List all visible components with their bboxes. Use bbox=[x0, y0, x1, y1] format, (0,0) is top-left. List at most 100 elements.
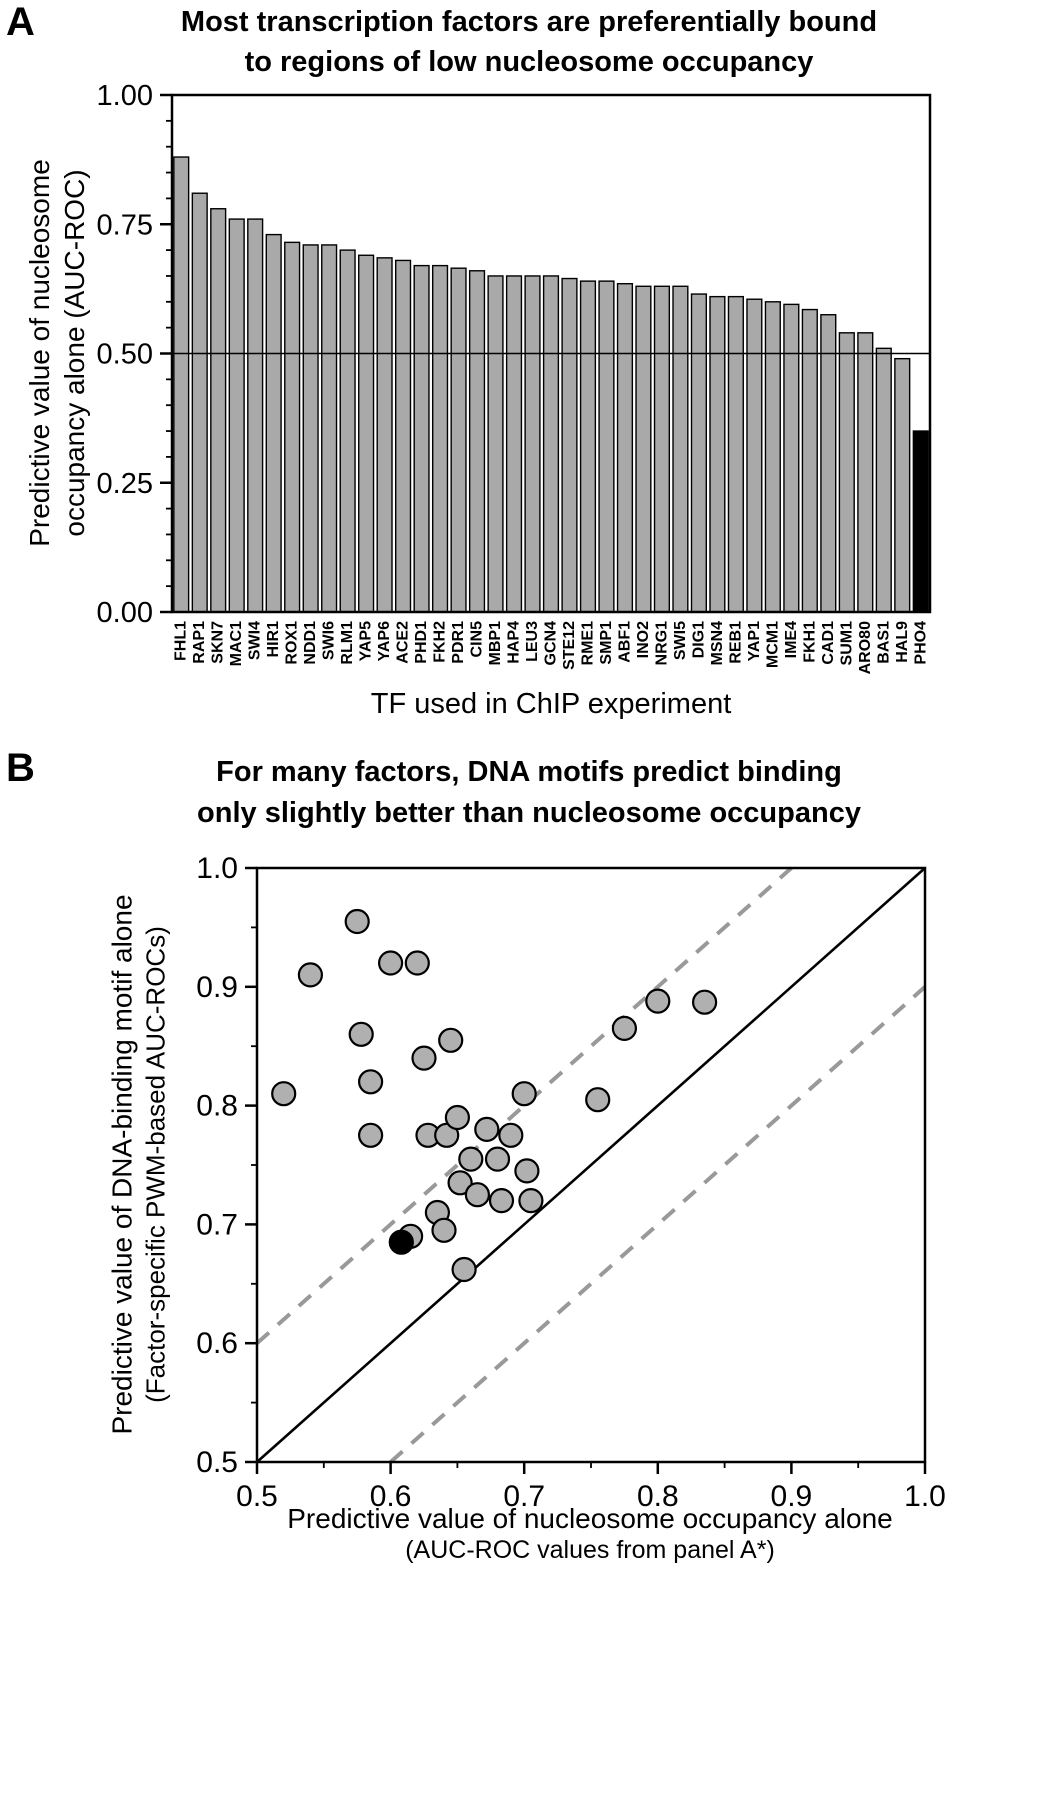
panel-a-title: Most transcription factors are preferent… bbox=[95, 2, 963, 82]
panel-b-label: B bbox=[6, 746, 35, 790]
bar-CAD1 bbox=[820, 314, 837, 613]
panel-b-title-line1: For many factors, DNA motifs predict bin… bbox=[216, 756, 842, 788]
scatter-point bbox=[271, 1081, 297, 1107]
bar-FKH2 bbox=[431, 264, 449, 613]
panel-b-x-tick-label: 0.6 bbox=[370, 1480, 412, 1513]
panel-a-label: A bbox=[6, 0, 35, 44]
panel-a-y-tick-label: 0.50 bbox=[97, 339, 153, 371]
bar-REB1 bbox=[727, 295, 744, 613]
bar-RLM1 bbox=[339, 249, 356, 613]
panel-b-x-tick-label: 1.0 bbox=[904, 1480, 946, 1513]
panel-a-x-tick-label-FKH2: FKH2 bbox=[432, 621, 449, 663]
panel-b-y-axis-label-line2: (Factor-specific PWM-based AUC-ROCs) bbox=[140, 926, 171, 1403]
panel-b-y-axis-label: Predictive value of DNA-binding motif al… bbox=[106, 845, 173, 1485]
panel-a-x-tick-label-SMP1: SMP1 bbox=[598, 621, 615, 665]
bar-SUM1 bbox=[838, 332, 855, 613]
panel-b-title: For many factors, DNA motifs predict bin… bbox=[95, 752, 963, 834]
bar-FHL1 bbox=[173, 156, 190, 613]
dashed-diagonal-offset-0.1 bbox=[255, 866, 793, 1345]
bar-IME4 bbox=[783, 303, 800, 613]
scatter-point bbox=[431, 1217, 457, 1243]
scatter-point bbox=[358, 1122, 384, 1148]
bar-ROX1 bbox=[284, 241, 301, 613]
panel-a-y-axis-label-line1: Predictive value of nucleosome bbox=[24, 159, 55, 547]
bar-YAP1 bbox=[746, 298, 763, 613]
panel-a-x-tick-label-ACE2: ACE2 bbox=[395, 621, 412, 664]
panel-a-x-tick-label-SKN7: SKN7 bbox=[210, 621, 227, 664]
scatter-point bbox=[611, 1015, 638, 1042]
panel-a-x-tick-label-SWI4: SWI4 bbox=[247, 621, 264, 660]
bar-RAP1 bbox=[191, 192, 208, 613]
bar-ABF1 bbox=[616, 283, 634, 613]
panel-b-x-tick-label: 0.9 bbox=[771, 1480, 813, 1513]
scatter-point bbox=[488, 1187, 515, 1214]
panel-b-x-axis-label-line1: Predictive value of nucleosome occupancy… bbox=[287, 1503, 893, 1534]
panel-b-x-tick-label: 0.8 bbox=[637, 1480, 679, 1513]
panel-a-title-line2: to regions of low nucleosome occupancy bbox=[244, 46, 814, 78]
panel-a-x-tick-label-SWI5: SWI5 bbox=[672, 621, 689, 660]
panel-a-title-line1: Most transcription factors are preferent… bbox=[180, 6, 878, 38]
panel-a-x-tick-label-CAD1: CAD1 bbox=[820, 621, 837, 665]
bar-STE12 bbox=[561, 277, 578, 613]
panel-a-x-tick-label-HIR1: HIR1 bbox=[265, 621, 282, 658]
bar-HIR1 bbox=[265, 233, 282, 613]
panel-a-x-tick-label-FHL1: FHL1 bbox=[173, 621, 190, 661]
panel-a-y-axis-label-line2: occupancy alone (AUC-ROC) bbox=[59, 169, 90, 537]
panel-a-y-tick-label: 0.25 bbox=[97, 468, 153, 500]
panel-a-x-tick-label-FKH1: FKH1 bbox=[801, 621, 818, 663]
panel-a-x-tick-label-NDD1: NDD1 bbox=[302, 621, 319, 665]
bar-PHD1 bbox=[413, 264, 430, 613]
scatter-point bbox=[511, 1081, 537, 1107]
scatter-point bbox=[451, 1256, 477, 1283]
scatter-point bbox=[348, 1021, 374, 1047]
panel-a-x-tick-label-STE12: STE12 bbox=[561, 621, 578, 670]
bar-SKN7 bbox=[210, 208, 227, 613]
panel-a-x-tick-label-MBP1: MBP1 bbox=[487, 621, 504, 666]
panel-a-x-tick-label-REB1: REB1 bbox=[727, 621, 744, 664]
panel-a-x-tick-label-RME1: RME1 bbox=[579, 621, 596, 666]
panel-a-x-tick-label-PDR1: PDR1 bbox=[450, 621, 467, 664]
panel-a-x-tick-label-IME4: IME4 bbox=[783, 621, 800, 658]
panel-a-y-tick-label: 1.00 bbox=[97, 80, 153, 112]
bar-HAP4 bbox=[505, 275, 523, 613]
panel-a-x-tick-label-CIN5: CIN5 bbox=[469, 621, 486, 658]
panel-a-x-tick-label-SWI6: SWI6 bbox=[321, 621, 338, 660]
panel-a-y-tick-label: 0.75 bbox=[97, 209, 153, 241]
panel-a-x-tick-label-ROX1: ROX1 bbox=[284, 621, 301, 665]
bar-ARO80 bbox=[857, 332, 874, 613]
bar-SMP1 bbox=[598, 280, 615, 613]
panel-b-title-line2: only slightly better than nucleosome occ… bbox=[197, 797, 861, 829]
scatter-point bbox=[585, 1087, 611, 1113]
panel-a-x-tick-label-HAP4: HAP4 bbox=[506, 621, 523, 664]
panel-a-x-tick-label-GCN4: GCN4 bbox=[543, 621, 560, 666]
bar-PHO4 bbox=[912, 430, 929, 613]
panel-a-x-tick-label-MCM1: MCM1 bbox=[764, 621, 781, 668]
scatter-point bbox=[447, 1170, 473, 1196]
panel-b-y-tick-label: 0.8 bbox=[196, 1090, 238, 1123]
panel-a-x-tick-label-RAP1: RAP1 bbox=[191, 621, 208, 664]
panel-a-x-tick-label-PHD1: PHD1 bbox=[413, 621, 430, 664]
panel-b-y-tick-label: 0.9 bbox=[196, 971, 238, 1004]
panel-a-x-axis-label: TF used in ChIP experiment bbox=[370, 688, 732, 720]
scatter-point bbox=[518, 1187, 544, 1214]
panel-a-x-tick-label-YAP1: YAP1 bbox=[746, 621, 763, 661]
bar-DIG1 bbox=[690, 293, 708, 613]
panel-a-x-tick-label-DIG1: DIG1 bbox=[690, 621, 707, 658]
panel-a-x-tick-label-HAL9: HAL9 bbox=[894, 621, 911, 663]
panel-a-x-tick-label-RLM1: RLM1 bbox=[339, 621, 356, 665]
bar-HAL9 bbox=[894, 357, 911, 613]
panel-a-x-tick-label-BAS1: BAS1 bbox=[875, 621, 892, 664]
panel-b-x-axis-label: Predictive value of nucleosome occupancy… bbox=[130, 1502, 1050, 1566]
scatter-point bbox=[444, 1104, 470, 1131]
bar-MCM1 bbox=[764, 301, 781, 613]
bar-PDR1 bbox=[450, 267, 467, 613]
scatter-point bbox=[344, 908, 370, 935]
scatter-point bbox=[464, 1182, 490, 1208]
bar-YAP5 bbox=[358, 254, 375, 613]
panel-b-y-tick-label: 1.0 bbox=[196, 852, 238, 885]
panel-a-x-tick-label-ARO80: ARO80 bbox=[857, 621, 874, 674]
scatter-point bbox=[358, 1069, 384, 1095]
bar-INO2 bbox=[635, 285, 652, 613]
bar-ACE2 bbox=[395, 259, 412, 613]
